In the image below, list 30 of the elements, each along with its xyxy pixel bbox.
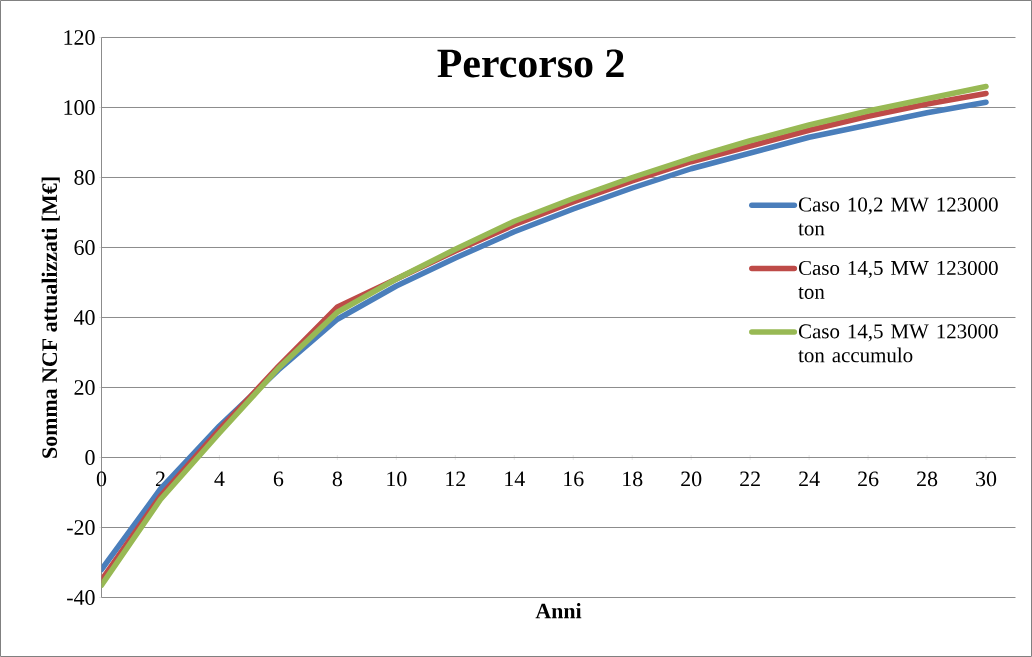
x-axis-title: Anni <box>535 603 582 619</box>
x-tick-label: 26 <box>858 471 879 487</box>
x-tick-label: 10 <box>387 471 407 487</box>
y-tick-label: -40 <box>67 590 95 605</box>
y-tick-label: 80 <box>74 170 95 185</box>
x-tick-label: 22 <box>740 471 760 487</box>
y-tick-label: 0 <box>85 450 95 465</box>
x-tick-label: 14 <box>505 471 525 486</box>
x-tick-label: 30 <box>976 471 997 487</box>
x-tick-label: 4 <box>214 471 225 486</box>
x-tick-label: 28 <box>917 471 938 487</box>
y-tick-label: 60 <box>74 240 95 255</box>
x-tick-label: 6 <box>273 471 284 487</box>
y-tick-label: 40 <box>73 310 95 325</box>
x-tick-label: 20 <box>681 471 702 487</box>
x-tick-label: 8 <box>332 471 343 487</box>
y-axis-title: Somma NCF attualizzati [M€] <box>41 177 60 458</box>
legend-label: Caso 10,2 MW 123000 ton <box>798 197 998 236</box>
x-tick-label: 18 <box>623 471 643 487</box>
y-tick-label: 20 <box>74 380 95 395</box>
x-tick-label: 12 <box>446 471 466 487</box>
y-tick-label: 100 <box>64 100 95 115</box>
x-tick-label: 24 <box>799 471 820 487</box>
x-tick-label: 0 <box>96 471 107 487</box>
legend-label: Caso 14,5 MW 123000 ton <box>798 260 998 299</box>
x-tick-label: 16 <box>564 471 584 487</box>
chart-title: Percorso 2 <box>437 49 624 78</box>
y-tick-label: -20 <box>67 520 95 535</box>
legend-label: Caso 14,5 MW 123000 ton accumulo <box>798 324 998 363</box>
y-tick-label: 120 <box>64 30 95 45</box>
